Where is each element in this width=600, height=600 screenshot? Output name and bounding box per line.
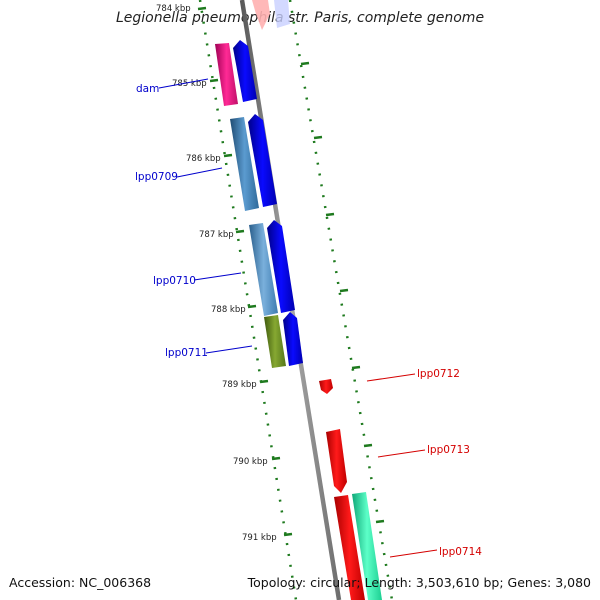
tick-mark <box>375 519 385 524</box>
tick-label-790: 790 kbp <box>233 457 268 467</box>
tick-mark <box>339 288 349 293</box>
lpp0709-cds-arrow <box>248 114 277 207</box>
tick-mark <box>283 532 293 537</box>
dam-cds-arrow <box>233 40 257 102</box>
tick-mark <box>223 153 233 158</box>
tick-mark <box>363 443 373 448</box>
outer-ring-guide <box>288 0 394 600</box>
tick-label-784: 784 kbp <box>156 4 191 14</box>
lpp0710-feature <box>249 223 278 316</box>
lpp0713-cds-arrow <box>326 429 347 493</box>
lpp0712-cds-arrow <box>319 379 333 394</box>
tick-label-789: 789 kbp <box>222 380 257 390</box>
feature-top-faded-red <box>252 0 270 30</box>
tick-label-791: 791 kbp <box>242 533 277 543</box>
lpp0709-feature <box>230 117 259 211</box>
gene-label-lpp0712[interactable]: lpp0712 <box>417 368 460 380</box>
gene-label-lpp0713[interactable]: lpp0713 <box>427 444 470 456</box>
tick-label-786: 786 kbp <box>186 154 221 164</box>
accession-text: Accession: NC_006368 <box>9 575 152 590</box>
feature-top-faded-blue <box>274 0 290 28</box>
tick-mark <box>259 379 269 384</box>
lpp0711-cds-arrow <box>283 312 303 366</box>
gene-label-lpp0711[interactable]: lpp0711 <box>165 347 208 359</box>
gene-label-lpp0714[interactable]: lpp0714 <box>439 546 482 558</box>
genome-summary-text: Topology: circular; Length: 3,503,610 bp… <box>247 575 591 590</box>
lpp0711-feature <box>264 315 286 368</box>
tick-label-788: 788 kbp <box>211 305 246 315</box>
lpp0710-cds-arrow <box>267 220 295 313</box>
lpp0710-leader <box>193 272 242 281</box>
dam-feature <box>215 43 238 106</box>
lpp0714-leader <box>389 549 438 558</box>
gene-label-lpp0709[interactable]: lpp0709 <box>135 171 178 183</box>
lpp0711-leader <box>205 345 253 354</box>
tick-mark <box>271 456 281 461</box>
lpp0713-leader <box>377 449 426 458</box>
lpp0709-leader <box>176 167 223 178</box>
tick-marks <box>197 6 385 537</box>
tick-mark <box>209 78 219 83</box>
tick-mark <box>300 61 310 66</box>
gene-label-lpp0710[interactable]: lpp0710 <box>153 275 196 287</box>
tick-mark <box>235 229 245 234</box>
lpp0714-feature <box>352 492 382 600</box>
tick-mark <box>197 6 207 11</box>
lpp0714-cds-arrow <box>334 495 365 600</box>
map-title: Legionella pneumophila str. Paris, compl… <box>115 10 485 26</box>
dam-leader <box>158 78 209 89</box>
tick-label-787: 787 kbp <box>199 230 234 240</box>
tick-mark <box>313 135 323 140</box>
lpp0712-leader <box>366 373 416 382</box>
tick-mark <box>325 212 335 217</box>
tick-mark <box>351 365 361 370</box>
gene-label-dam[interactable]: dam <box>136 83 159 95</box>
tick-label-785: 785 kbp <box>172 79 207 89</box>
tick-mark <box>247 304 257 309</box>
inner-ring-guide <box>198 0 298 600</box>
